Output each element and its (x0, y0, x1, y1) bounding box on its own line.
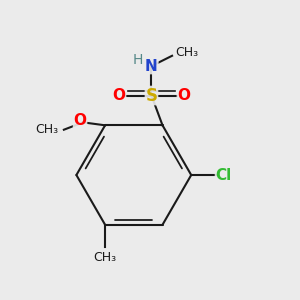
Text: S: S (146, 86, 158, 104)
Text: Cl: Cl (215, 167, 232, 182)
Text: N: N (145, 58, 158, 74)
Text: CH₃: CH₃ (35, 123, 58, 136)
Text: CH₃: CH₃ (94, 251, 117, 264)
Text: CH₃: CH₃ (175, 46, 198, 59)
Text: O: O (177, 88, 190, 103)
Text: H: H (133, 53, 143, 67)
Text: O: O (74, 113, 87, 128)
Text: O: O (112, 88, 126, 103)
